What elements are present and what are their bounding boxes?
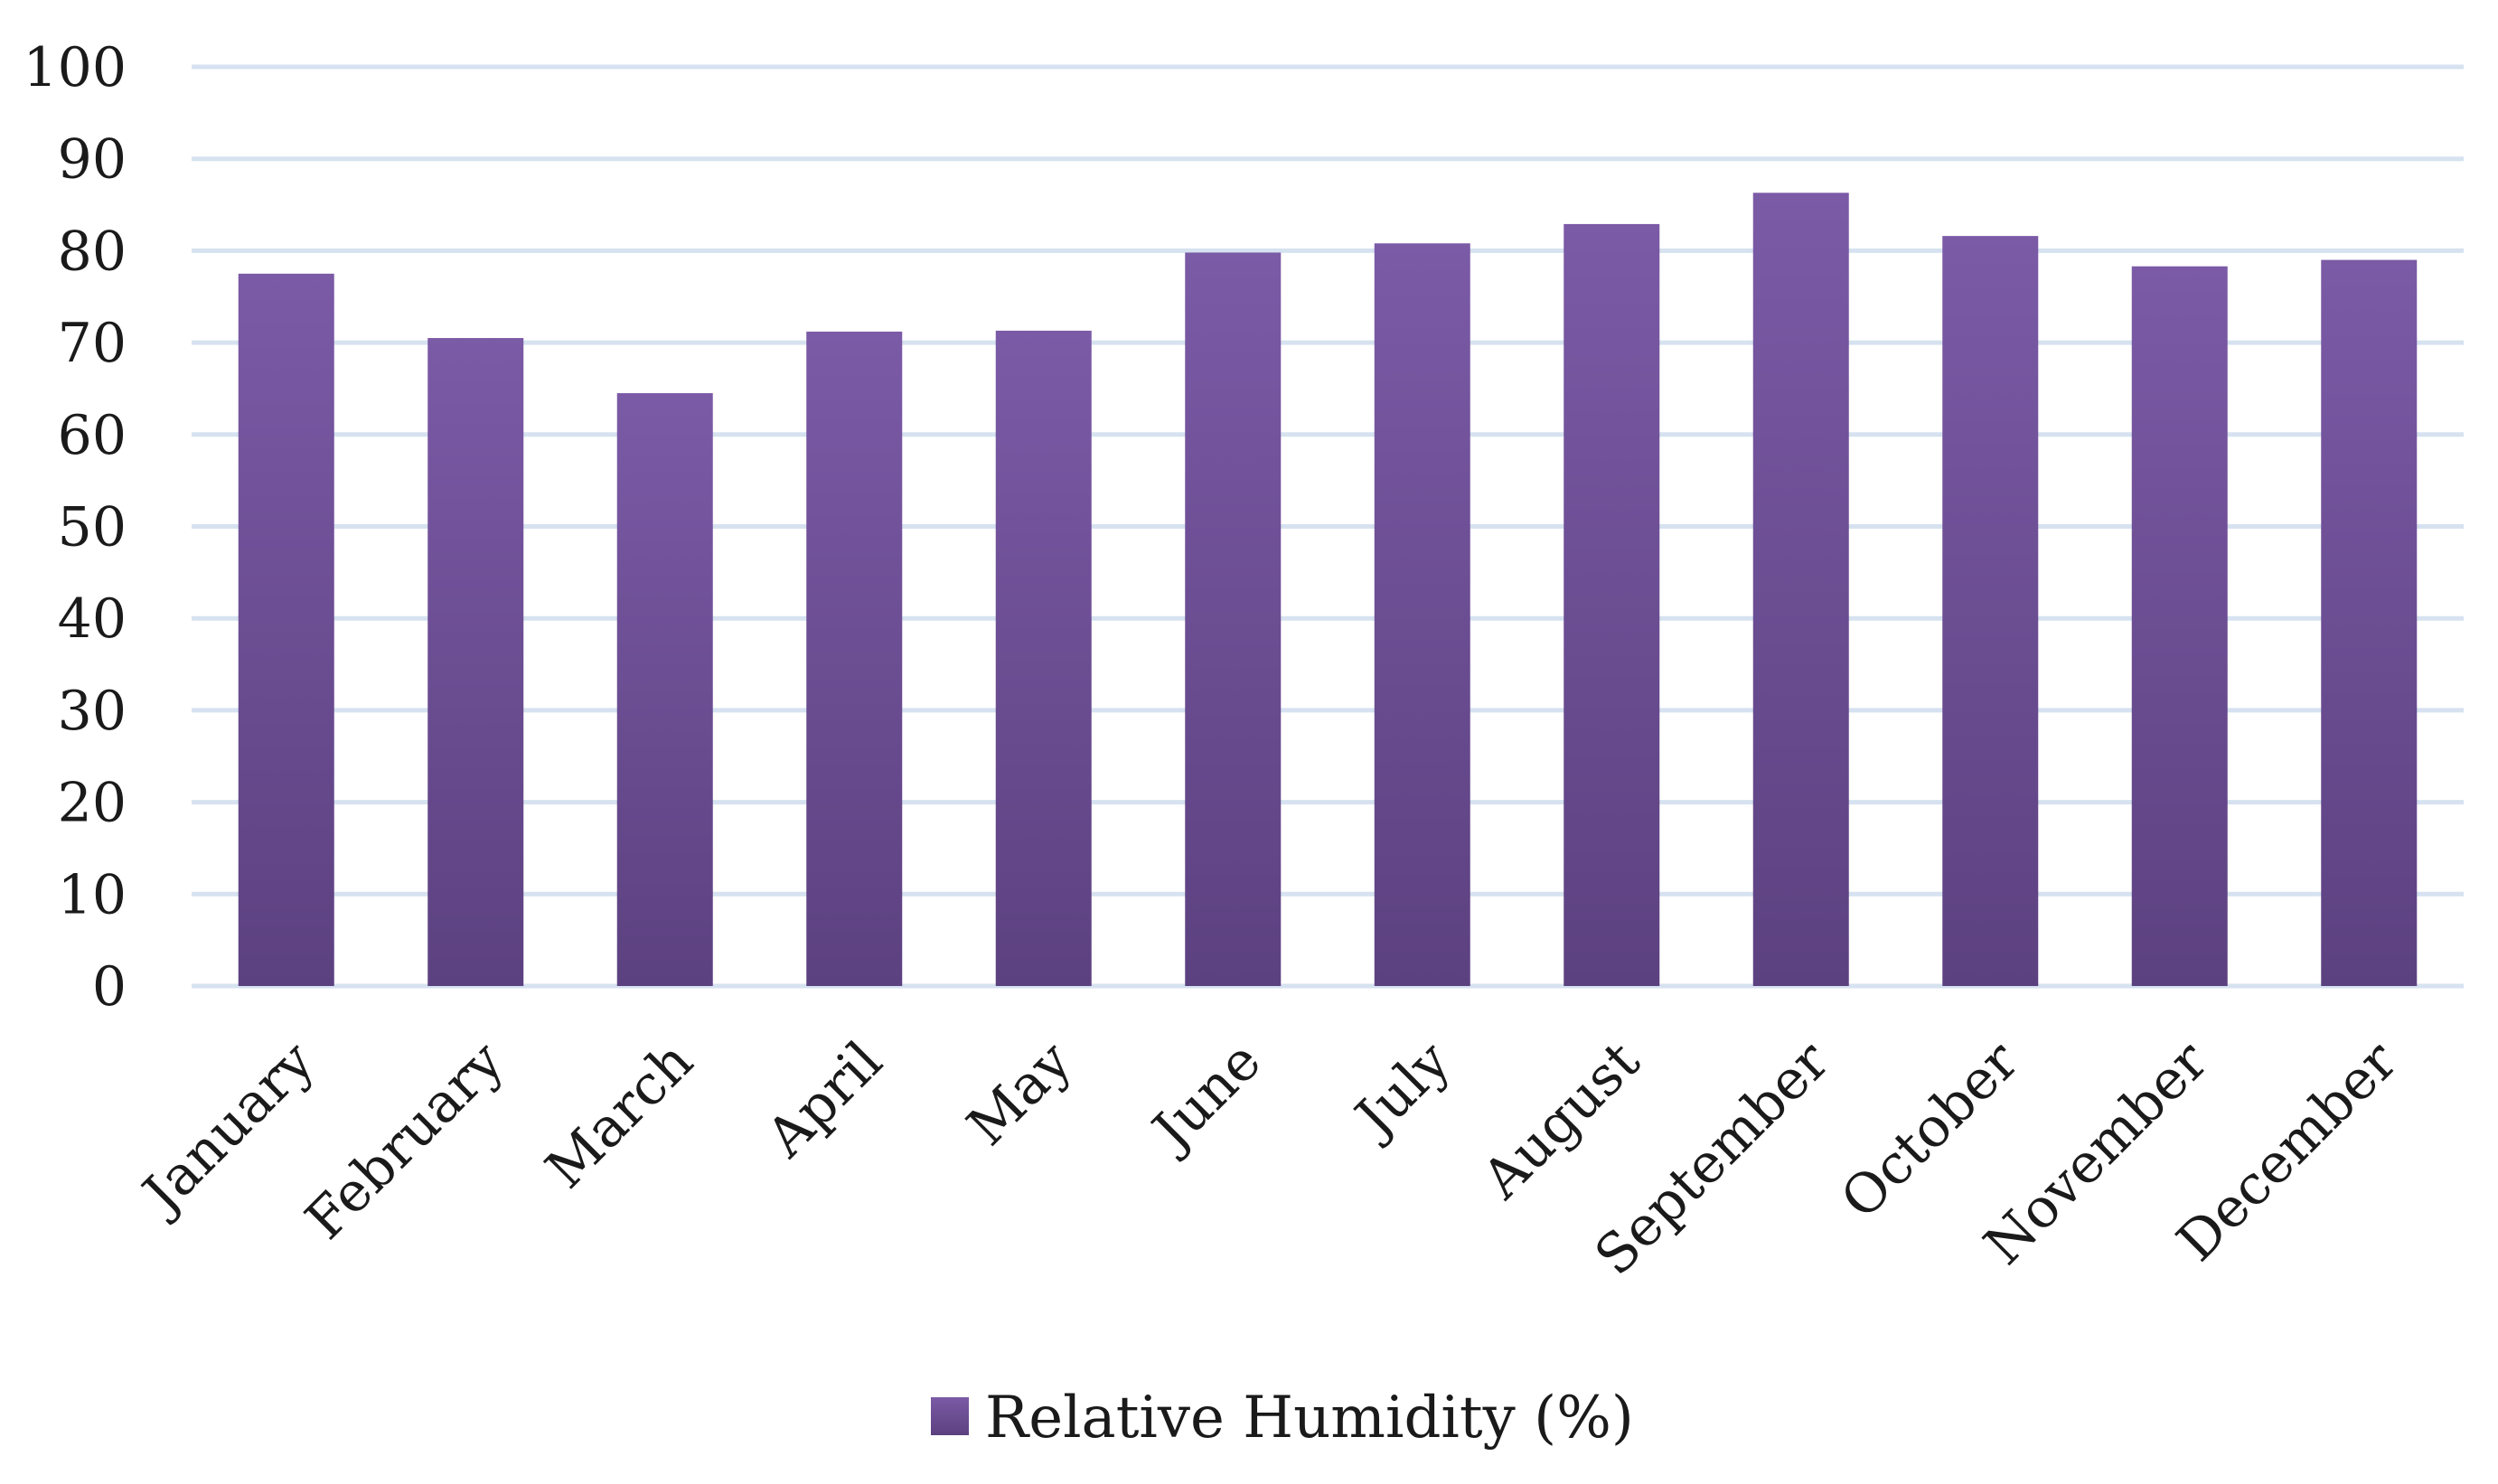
bar-june [1185, 252, 1282, 987]
x-tick-label-april: April [754, 1029, 894, 1169]
x-tick-label-july: July [1340, 1029, 1463, 1152]
x-tick-label-october: October [1829, 1029, 2031, 1231]
y-tick-label: 100 [23, 36, 127, 99]
x-tick-label-january: January [127, 1029, 326, 1228]
x-tick-label-august: August [1470, 1029, 1651, 1211]
x-tick-label-february: February [294, 1029, 516, 1252]
legend: Relative Humidity (%) [931, 1385, 1634, 1451]
y-tick-label: 90 [58, 128, 127, 192]
y-tick-label: 0 [92, 955, 127, 1019]
bar-february [427, 338, 524, 986]
bar-april [806, 331, 903, 986]
y-tick-label: 60 [58, 404, 127, 467]
bar-october [1942, 236, 2039, 986]
y-tick-label: 40 [58, 587, 127, 651]
bar-november [2131, 266, 2228, 987]
legend-swatch [931, 1397, 969, 1435]
gridlines [192, 64, 2464, 989]
y-tick-label: 20 [58, 772, 127, 835]
bar-may [995, 330, 1092, 986]
bar-july [1374, 243, 1470, 986]
x-tick-label-june: June [1137, 1029, 1273, 1166]
y-tick-label: 50 [58, 496, 127, 559]
x-tick-label-march: March [534, 1029, 706, 1201]
bars [238, 193, 2418, 987]
bar-january [238, 273, 334, 986]
y-tick-label: 10 [58, 863, 127, 926]
y-axis-tick-labels: 0 10 20 30 40 50 60 70 80 90 100 [23, 36, 127, 1019]
bar-march [616, 393, 713, 986]
legend-label: Relative Humidity (%) [985, 1385, 1634, 1451]
bar-december [2321, 259, 2418, 986]
bar-august [1564, 223, 1660, 987]
x-tick-label-may: May [955, 1029, 1084, 1158]
bar-september [1752, 193, 1849, 987]
y-tick-label: 30 [58, 680, 127, 743]
y-tick-label: 80 [58, 220, 127, 283]
y-tick-label: 70 [58, 312, 127, 375]
